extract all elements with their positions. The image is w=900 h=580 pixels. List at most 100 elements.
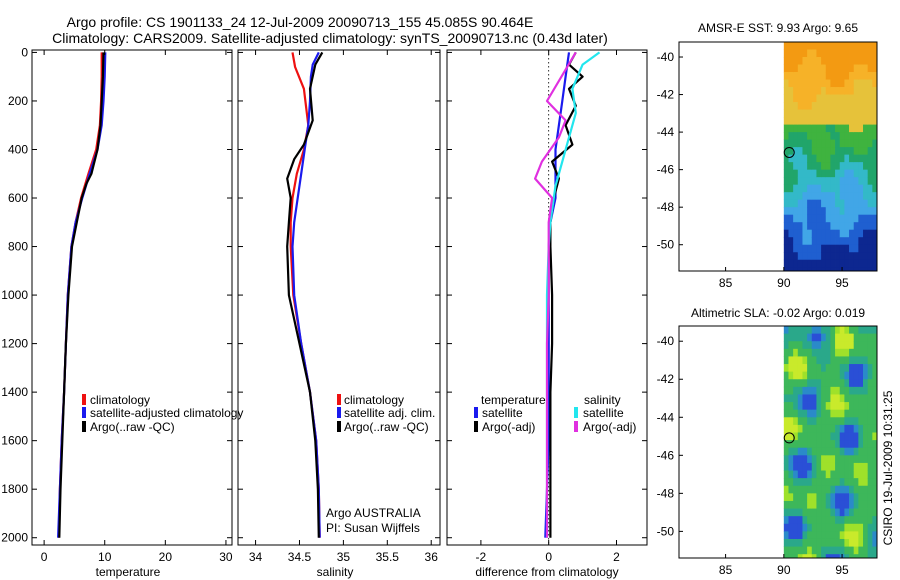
map-cell	[821, 244, 827, 253]
map-cell	[807, 508, 813, 517]
map-cell	[821, 326, 827, 335]
map-cell	[816, 440, 822, 449]
map-cell	[821, 237, 827, 246]
map-cell	[821, 485, 827, 494]
map-cell	[816, 124, 822, 133]
map-cell	[816, 417, 822, 426]
map-cell	[811, 207, 817, 216]
map-cell	[844, 102, 850, 110]
map-cell	[863, 147, 869, 156]
map-cell	[849, 455, 855, 464]
map-cell	[863, 470, 869, 479]
map-cell	[844, 154, 850, 163]
map-cell	[807, 184, 813, 193]
map-cell	[830, 222, 836, 231]
map-cell	[849, 184, 855, 193]
map-cell	[821, 424, 827, 433]
map-cell	[853, 199, 859, 208]
map-cell	[816, 402, 822, 411]
map-cell	[872, 154, 878, 163]
map-cell	[872, 341, 878, 350]
map-cell	[807, 267, 813, 272]
map-cell	[788, 222, 794, 231]
map-cell	[830, 169, 836, 178]
map-cell	[783, 485, 789, 494]
map-cell	[858, 42, 864, 50]
map-cell	[821, 516, 827, 525]
map-cell	[807, 259, 813, 268]
map-cell	[825, 169, 831, 178]
map-cell	[844, 222, 850, 231]
map-cell	[830, 87, 836, 95]
map-cell	[797, 162, 803, 171]
map-cell	[863, 546, 869, 555]
legend-swatch-argo	[337, 421, 341, 432]
map-cell	[797, 417, 803, 426]
map-cell	[849, 252, 855, 261]
map-cell	[867, 356, 873, 365]
map-cell	[807, 244, 813, 253]
map-cell	[858, 348, 864, 357]
map-cell	[839, 440, 845, 449]
map-cell	[802, 424, 808, 433]
map-cell	[853, 554, 859, 559]
map-cell	[825, 214, 831, 223]
map-cell	[863, 493, 869, 502]
map-cell	[821, 139, 827, 148]
map-cell	[863, 364, 869, 373]
map-cell	[853, 508, 859, 517]
map-cell	[802, 147, 808, 156]
map-cell	[797, 516, 803, 525]
map-cell	[867, 102, 873, 110]
map-cell	[825, 154, 831, 163]
map-cell	[858, 546, 864, 555]
map-cell	[830, 267, 836, 272]
map-cell	[783, 259, 789, 268]
map-cell	[853, 49, 859, 58]
map-cell	[844, 554, 850, 559]
map-cell	[807, 402, 813, 411]
map-cell	[839, 364, 845, 373]
map-cell	[858, 207, 864, 216]
map-cell	[797, 72, 803, 80]
map-cell	[844, 139, 850, 148]
map-cell	[783, 432, 789, 441]
map-cell	[835, 485, 841, 494]
y-tick-label: -50	[657, 524, 675, 538]
figure-title-line1: Argo profile: CS 1901133_24 12-Jul-2009 …	[67, 14, 534, 30]
map-cell	[783, 538, 789, 547]
map-cell	[853, 348, 859, 357]
map-cell	[802, 252, 808, 261]
map-cell	[811, 79, 817, 88]
map-cell	[858, 364, 864, 373]
map-cell	[853, 207, 859, 216]
map-cell	[863, 485, 869, 494]
map-cell	[802, 207, 808, 216]
map-cell	[853, 214, 859, 223]
map-cell	[867, 364, 873, 373]
map-cell	[811, 222, 817, 231]
map-cell	[811, 117, 817, 125]
map-cell	[793, 57, 799, 65]
map-cell	[830, 124, 836, 133]
y-tick-label: -42	[657, 372, 675, 386]
map-cell	[849, 94, 855, 103]
map-cell	[821, 379, 827, 388]
map-cell	[788, 538, 794, 547]
map-cell	[816, 379, 822, 388]
map-cell	[783, 478, 789, 487]
map-cell	[797, 508, 803, 517]
map-cell	[863, 72, 869, 80]
map-cell	[811, 124, 817, 133]
map-cell	[835, 42, 841, 50]
map-cell	[872, 364, 878, 373]
map-cell	[858, 394, 864, 403]
map-cell	[825, 538, 831, 547]
map-cell	[872, 64, 878, 73]
map-cell	[867, 229, 873, 238]
x-tick-label: 85	[719, 276, 733, 290]
map-cell	[802, 154, 808, 163]
map-cell	[872, 214, 878, 223]
map-cell	[835, 57, 841, 65]
map-cell	[811, 214, 817, 223]
